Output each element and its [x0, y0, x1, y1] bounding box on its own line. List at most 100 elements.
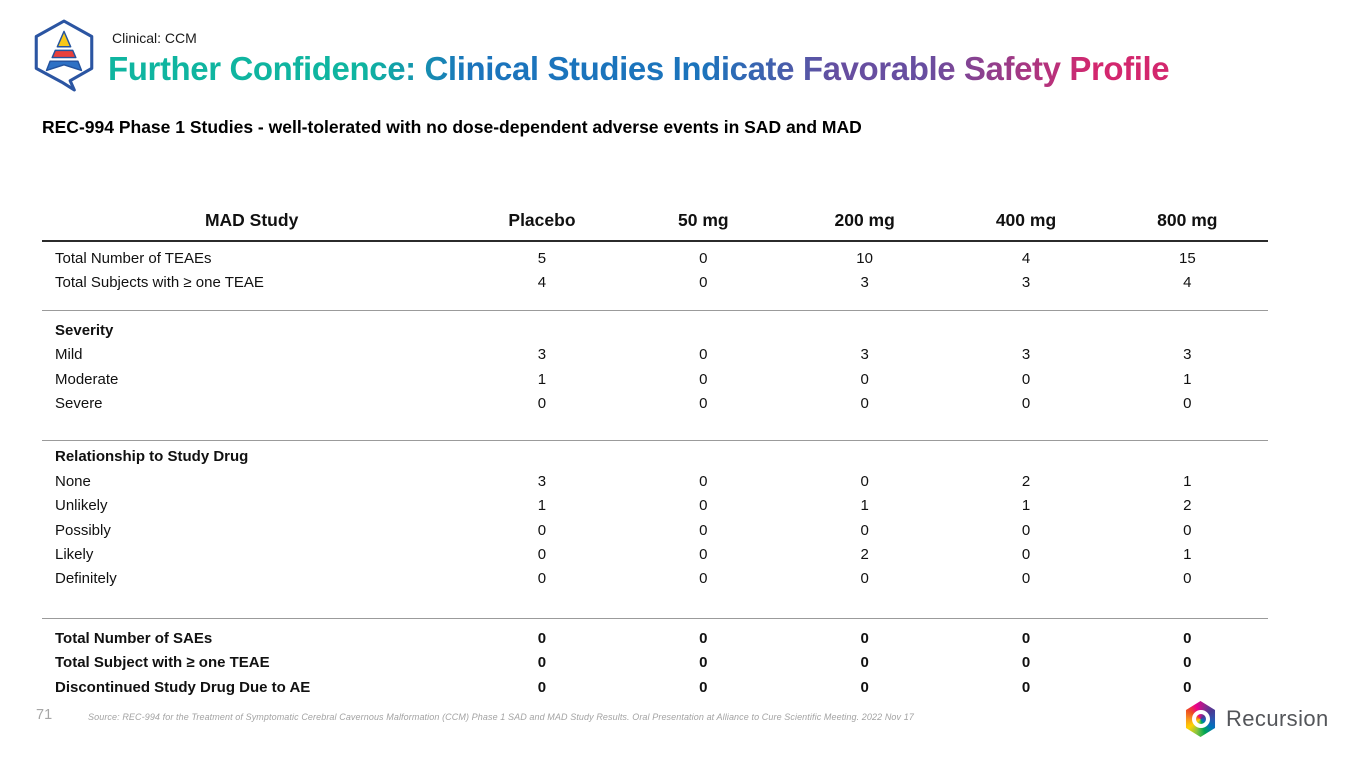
cell-value: 3 [1183, 346, 1192, 364]
recursion-logo: Recursion [1184, 701, 1329, 737]
cell-value: 1 [860, 497, 869, 515]
cell-value: 1 [1183, 370, 1192, 388]
cell-value: 1 [1021, 497, 1031, 515]
table-row: Definitely 0 0 0 0 0 [42, 567, 1268, 591]
cell-value: 1 [1183, 472, 1192, 490]
cell-value: 0 [699, 346, 708, 364]
cell-value: 0 [1021, 654, 1031, 672]
table-row: Total Subject with ≥ one TEAE 0 0 0 0 0 [42, 651, 1268, 675]
cell-value: 3 [1021, 274, 1031, 292]
recursion-hexagon-icon [1185, 701, 1216, 737]
cell-value: 0 [699, 678, 708, 696]
cell-value: 0 [699, 274, 708, 292]
cell-value: 0 [1183, 654, 1192, 672]
row-label: Mild [55, 346, 83, 364]
table-row: Total Number of SAEs 0 0 0 0 0 [42, 627, 1268, 651]
cell-value: 0 [860, 570, 869, 588]
cell-value: 0 [699, 654, 708, 672]
cell-value: 0 [537, 521, 547, 539]
cell-value: 0 [1021, 678, 1031, 696]
section-header-label: Severity [55, 321, 114, 339]
cell-value: 0 [537, 546, 547, 564]
cell-value: 0 [1021, 546, 1031, 564]
cell-value: 0 [860, 678, 869, 696]
table-section: Severity Mild 3 0 3 3 3 Moderate 1 0 0 0 1 Severe 0 0 0 0… [42, 309, 1268, 441]
section-header-label: Relationship to Study Drug [55, 448, 249, 466]
section-header-row: Relationship to Study Drug [42, 445, 1268, 469]
cell-value: 2 [1183, 497, 1192, 515]
cell-value: 0 [860, 629, 869, 647]
table-row: None 3 0 0 2 1 [42, 470, 1268, 494]
cell-value: 3 [1021, 346, 1031, 364]
row-label: Unlikely [55, 497, 108, 515]
column-header: 800 mg [1157, 210, 1218, 230]
row-label: Total Number of TEAEs [55, 250, 212, 267]
row-label: None [55, 472, 91, 490]
table-body: Total Number of TEAEs 5 0 10 4 15 Total Subjec… [42, 242, 1268, 700]
cell-value: 3 [537, 346, 547, 364]
cell-value: 1 [537, 497, 547, 515]
row-label: Discontinued Study Drug Due to AE [55, 678, 311, 696]
table-row: Discontinued Study Drug Due to AE 0 0 0 0 0 [42, 676, 1268, 700]
column-header: Placebo [508, 210, 576, 230]
cell-value: 4 [537, 274, 547, 292]
cell-value: 0 [860, 370, 869, 388]
cell-value: 0 [1183, 521, 1192, 539]
cell-value: 0 [1021, 521, 1031, 539]
alliance-hexagon-logo-icon [30, 18, 98, 92]
cell-value: 0 [1021, 570, 1031, 588]
row-label: Total Subjects with ≥ one TEAE [55, 274, 264, 292]
row-label: Possibly [55, 521, 111, 539]
cell-value: 0 [699, 370, 708, 388]
table-section: Total Number of TEAEs 5 0 10 4 15 Total Subjec… [42, 242, 1268, 310]
table-row: Severe 0 0 0 0 0 [42, 392, 1268, 416]
table-header-row: MAD Study Placebo 50 mg 200 mg 400 mg 800 mg [42, 209, 1268, 231]
row-label: Severe [55, 395, 103, 413]
row-label: Moderate [55, 370, 119, 388]
cell-value: 0 [1021, 629, 1031, 647]
table-row: Possibly 0 0 0 0 0 [42, 519, 1268, 543]
column-header: 400 mg [995, 210, 1057, 230]
cell-value: 0 [699, 546, 708, 564]
cell-value: 5 [537, 250, 547, 267]
column-header: MAD Study [204, 210, 299, 230]
cell-value: 0 [699, 497, 708, 515]
cell-value: 0 [860, 472, 869, 490]
cell-value: 0 [1183, 395, 1192, 413]
page-number: 71 [36, 707, 53, 723]
cell-value: 3 [860, 274, 869, 292]
cell-value: 0 [537, 570, 547, 588]
cell-value: 0 [699, 395, 708, 413]
cell-value: 1 [1183, 546, 1192, 564]
cell-value: 4 [1183, 274, 1192, 292]
table-row: Likely 0 0 2 0 1 [42, 543, 1268, 567]
slide-title: Further Confidence: Clinical Studies Ind… [108, 50, 1170, 87]
table-section: Total Number of SAEs 0 0 0 0 0 Total Subject w… [42, 617, 1268, 700]
cell-value: 0 [1183, 570, 1192, 588]
cell-value: 0 [699, 250, 708, 267]
cell-value: 0 [699, 629, 708, 647]
cell-value: 0 [860, 521, 869, 539]
safety-results-table: MAD Study Placebo 50 mg 200 mg 400 mg 800 mg … [42, 205, 1268, 700]
table-row: Moderate 1 0 0 0 1 [42, 368, 1268, 392]
cell-value: 0 [860, 395, 869, 413]
source-note: Source: REC-994 for the Treatment of Sym… [88, 712, 914, 722]
column-header: 200 mg [834, 210, 895, 230]
recursion-wordmark: Recursion [1226, 706, 1329, 731]
cell-value: 10 [856, 250, 873, 267]
slide-subtitle: REC-994 Phase 1 Studies - well-tolerated… [42, 117, 862, 137]
slide-category-label: Clinical: CCM [112, 30, 197, 46]
row-label: Definitely [55, 570, 117, 588]
table-header: MAD Study Placebo 50 mg 200 mg 400 mg 800 mg [42, 205, 1268, 242]
cell-value: 0 [699, 521, 708, 539]
cell-value: 1 [537, 370, 547, 388]
cell-value: 0 [1183, 629, 1192, 647]
cell-value: 2 [860, 546, 869, 564]
table-row: Unlikely 1 0 1 1 2 [42, 494, 1268, 518]
row-label: Total Subject with ≥ one TEAE [55, 654, 270, 672]
cell-value: 0 [699, 472, 708, 490]
cell-value: 0 [1021, 370, 1031, 388]
table-section: Relationship to Study Drug None 3 0 0 2 1 Unlik… [42, 440, 1268, 617]
cell-value: 0 [537, 395, 547, 413]
